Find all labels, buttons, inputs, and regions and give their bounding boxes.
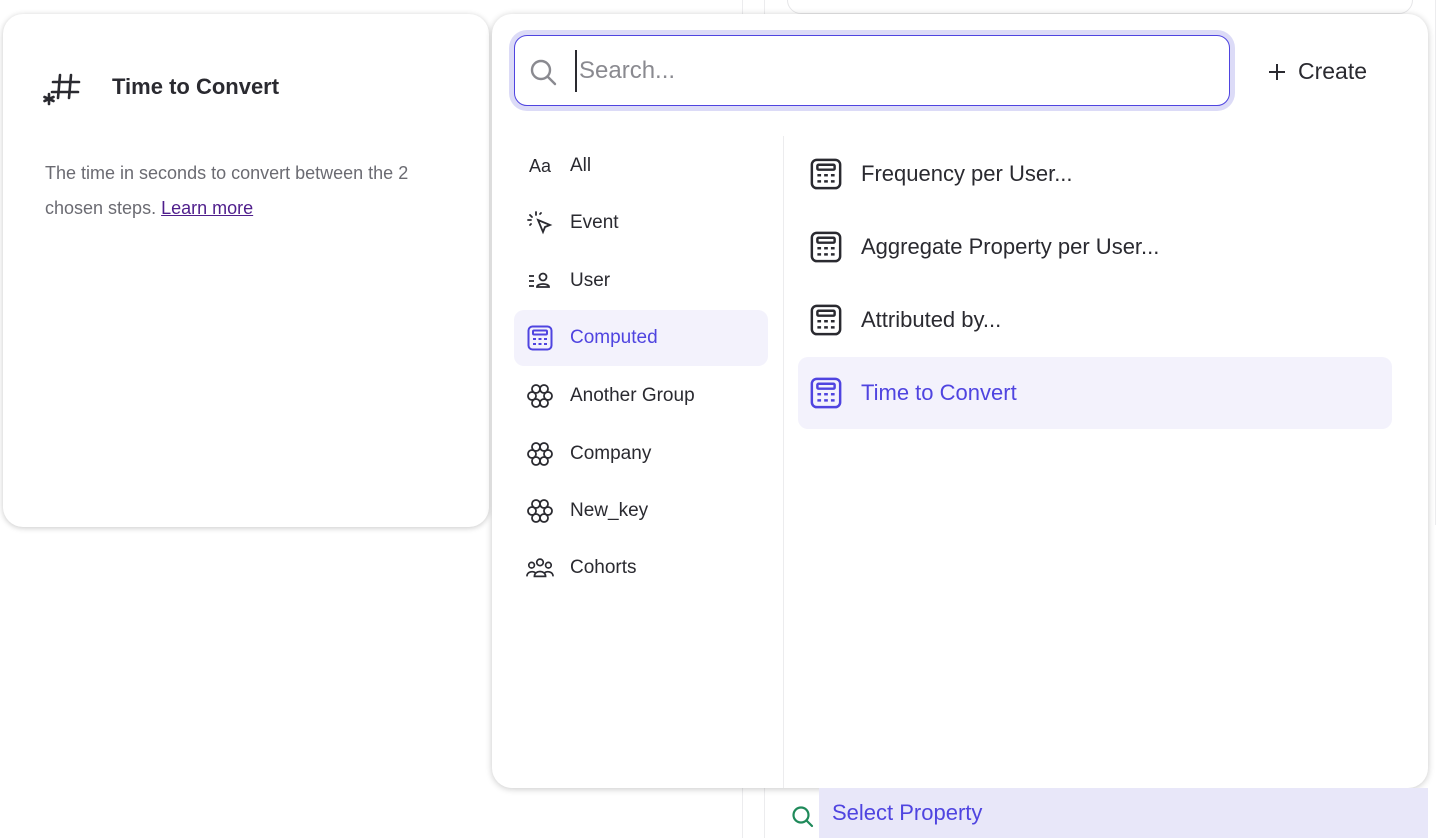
info-card-title: Time to Convert	[112, 74, 280, 99]
item-label: Aggregate Property per User...	[861, 234, 1160, 259]
create-label: Create	[1298, 58, 1368, 84]
text-aa-icon: Aa	[528, 155, 552, 176]
cursor-click-icon	[526, 211, 554, 235]
category-cohorts[interactable]: Cohorts	[514, 540, 768, 596]
category-label: All	[570, 155, 592, 176]
search-input[interactable]	[575, 50, 1195, 92]
search-box[interactable]	[514, 35, 1230, 106]
list-item[interactable]: Frequency per User...	[798, 138, 1392, 210]
list-item[interactable]: Attributed by...	[798, 284, 1392, 356]
plus-icon	[1269, 63, 1285, 80]
background-card	[787, 0, 1413, 14]
group-flower-icon	[526, 384, 554, 408]
category-another-group[interactable]: Another Group	[514, 368, 768, 424]
category-label: New_key	[570, 500, 649, 521]
calculator-icon	[810, 158, 842, 190]
property-picker-popover: Create Aa All Event User Computed Another…	[492, 14, 1428, 788]
category-computed[interactable]: Computed	[514, 310, 768, 366]
column-divider	[783, 136, 784, 788]
list-item[interactable]: Aggregate Property per User...	[798, 211, 1392, 283]
calculator-icon	[810, 304, 842, 336]
category-event[interactable]: Event	[514, 195, 768, 251]
category-label: User	[570, 270, 611, 291]
group-flower-icon	[526, 499, 554, 523]
category-label: Another Group	[570, 385, 695, 406]
category-new-key[interactable]: New_key	[514, 483, 768, 539]
info-card-description: The time in seconds to convert between t…	[45, 156, 445, 226]
item-label: Time to Convert	[861, 380, 1017, 405]
list-item-selected[interactable]: Time to Convert	[798, 357, 1392, 429]
category-all[interactable]: Aa All	[514, 138, 768, 194]
category-company[interactable]: Company	[514, 426, 768, 482]
item-label: Frequency per User...	[861, 161, 1073, 186]
info-card: Time to Convert The time in seconds to c…	[3, 14, 489, 527]
category-label: Event	[570, 212, 619, 233]
category-label: Company	[570, 443, 652, 464]
search-icon	[530, 59, 557, 86]
background-divider	[1435, 0, 1436, 525]
select-property-button[interactable]: Select Property	[819, 788, 1428, 838]
group-flower-icon	[526, 442, 554, 466]
calculator-icon	[810, 231, 842, 263]
create-button[interactable]: Create	[1268, 58, 1367, 85]
learn-more-link[interactable]: Learn more	[161, 198, 254, 218]
calculator-icon	[526, 325, 554, 351]
category-label: Computed	[570, 327, 658, 348]
search-icon	[792, 806, 814, 828]
item-label: Attributed by...	[861, 307, 1002, 332]
user-list-icon	[526, 269, 554, 293]
cohorts-icon	[526, 556, 554, 580]
calculator-icon	[810, 377, 842, 409]
select-property-label: Select Property	[832, 800, 983, 825]
description-text: The time in seconds to convert between t…	[45, 163, 409, 218]
hash-asterisk-icon	[43, 73, 81, 106]
category-label: Cohorts	[570, 557, 637, 578]
category-user[interactable]: User	[514, 253, 768, 309]
